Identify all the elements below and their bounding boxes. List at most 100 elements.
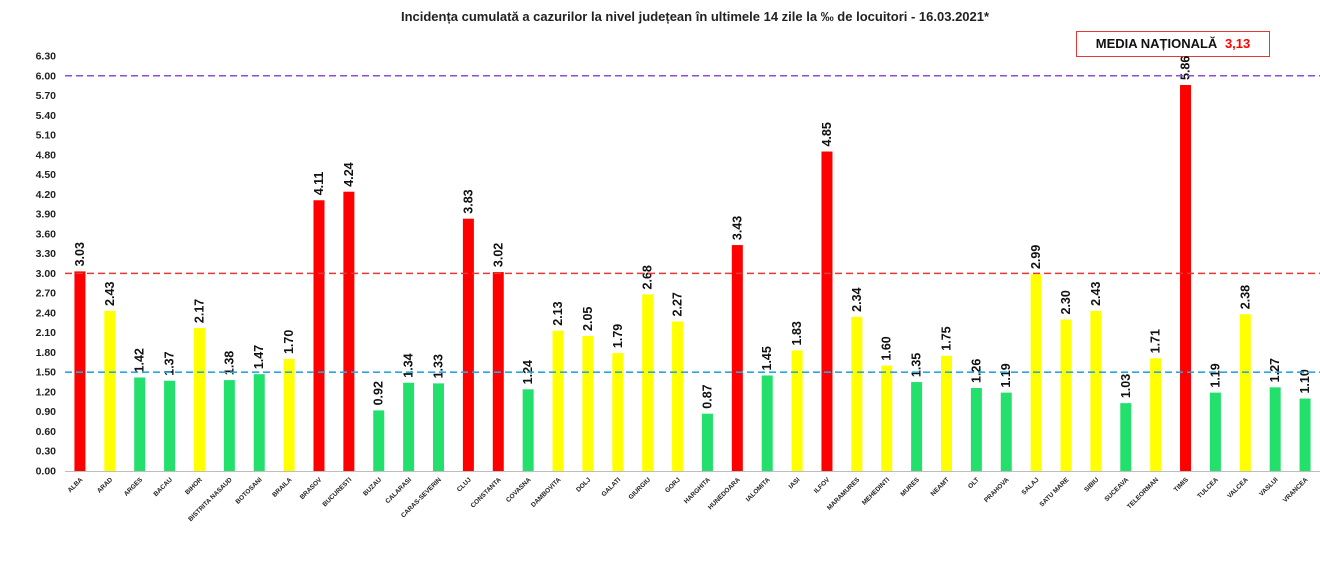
y-tick-label: 1.20 <box>36 386 57 398</box>
data-label: 1.10 <box>1298 369 1312 393</box>
bar <box>1150 358 1162 471</box>
y-tick-label: 2.10 <box>36 327 57 339</box>
bar <box>522 389 534 471</box>
category-label: GALATI <box>600 476 622 498</box>
y-tick-label: 1.80 <box>36 347 57 359</box>
bar <box>223 380 235 471</box>
bar <box>642 294 654 471</box>
data-label: 1.60 <box>880 336 894 360</box>
data-label: 2.17 <box>192 299 206 323</box>
data-label: 4.24 <box>342 162 356 186</box>
category-label: BUCURESTI <box>322 476 354 508</box>
y-tick-label: 2.70 <box>36 288 57 300</box>
data-label: 1.19 <box>1208 363 1222 387</box>
bar <box>791 350 803 471</box>
data-label: 1.75 <box>939 326 953 350</box>
bar <box>283 359 295 471</box>
category-label: HARGHITA <box>683 476 712 505</box>
bar <box>433 383 445 471</box>
bar <box>1000 392 1012 471</box>
data-label: 2.68 <box>641 265 655 289</box>
category-label: HUNEDOARA <box>707 476 742 511</box>
category-label: TIMIS <box>1173 476 1191 494</box>
data-label: 1.71 <box>1149 329 1163 353</box>
data-label: 0.87 <box>700 384 714 408</box>
category-label: BUZAU <box>362 476 383 497</box>
data-label: 3.02 <box>491 243 505 267</box>
category-label: VRANCEA <box>1282 476 1310 504</box>
category-label: BRAILA <box>271 476 294 499</box>
y-tick-label: 0.90 <box>36 406 57 418</box>
bar <box>582 335 594 471</box>
y-tick-label: 3.60 <box>36 228 57 240</box>
bar <box>193 328 205 471</box>
data-label: 1.42 <box>133 348 147 372</box>
data-label: 1.45 <box>760 346 774 370</box>
data-label: 1.19 <box>999 363 1013 387</box>
bar <box>1120 403 1132 471</box>
bar <box>1090 310 1102 471</box>
category-label: IASI <box>788 476 802 490</box>
data-label: 2.13 <box>551 301 565 325</box>
y-tick-label: 0.30 <box>36 446 57 458</box>
category-label: VASLUI <box>1258 476 1280 498</box>
data-label: 1.79 <box>611 324 625 348</box>
national-average-value: 3,13 <box>1224 36 1251 51</box>
bar <box>821 151 833 471</box>
bar <box>911 382 923 471</box>
y-tick-label: 4.20 <box>36 189 57 201</box>
category-label: MEHEDINTI <box>861 476 891 506</box>
data-label: 1.70 <box>282 330 296 354</box>
y-tick-label: 5.70 <box>36 90 57 102</box>
bar <box>373 410 385 471</box>
bar <box>970 388 982 471</box>
category-label: GIURGIU <box>627 476 652 501</box>
data-label: 1.03 <box>1119 374 1133 398</box>
bar <box>313 200 325 471</box>
bar <box>253 374 265 471</box>
category-label: IALOMITA <box>745 476 772 503</box>
national-average-label: MEDIA NAȚIONALĂ <box>1095 36 1218 51</box>
data-label: 2.30 <box>1059 290 1073 314</box>
data-label: 0.92 <box>372 381 386 405</box>
category-label: TELEORMAN <box>1126 476 1160 510</box>
data-label: 4.85 <box>820 122 834 146</box>
data-label: 2.38 <box>1238 285 1252 309</box>
y-tick-label: 4.50 <box>36 169 57 181</box>
category-label: CALARASI <box>384 476 413 505</box>
bar <box>1209 392 1221 471</box>
y-tick-label: 4.80 <box>36 149 57 161</box>
category-label: OLT <box>967 476 981 490</box>
bar <box>104 310 116 471</box>
category-label: BOTOSANI <box>235 476 264 505</box>
y-tick-label: 6.00 <box>36 70 57 82</box>
bar <box>731 245 743 471</box>
bar <box>1239 314 1251 471</box>
y-tick-label: 5.10 <box>36 130 57 142</box>
category-label: BRASOV <box>299 476 324 501</box>
data-label: 2.27 <box>671 292 685 316</box>
bar <box>462 218 474 471</box>
y-tick-label: 6.30 <box>36 51 57 63</box>
data-label: 1.33 <box>432 354 446 378</box>
national-average-box: MEDIA NAȚIONALĂ 3,13 <box>1076 31 1270 57</box>
bar <box>672 321 684 471</box>
bar <box>612 353 624 471</box>
y-tick-label: 3.30 <box>36 248 57 260</box>
category-label: NEAMT <box>930 476 951 497</box>
category-label: ALBA <box>67 476 85 494</box>
bar <box>74 271 86 471</box>
bar <box>761 375 773 471</box>
data-label: 1.37 <box>163 351 177 375</box>
category-label: MURES <box>899 476 921 498</box>
data-label: 1.27 <box>1268 358 1282 382</box>
data-label: 1.35 <box>910 353 924 377</box>
data-label: 3.03 <box>73 242 87 266</box>
data-label: 4.11 <box>312 172 326 196</box>
y-tick-label: 0.60 <box>36 426 57 438</box>
category-label: SATU MARE <box>1038 476 1070 508</box>
category-label: BACAU <box>152 476 174 498</box>
category-label: GORJ <box>664 476 682 494</box>
bar <box>1299 398 1311 471</box>
